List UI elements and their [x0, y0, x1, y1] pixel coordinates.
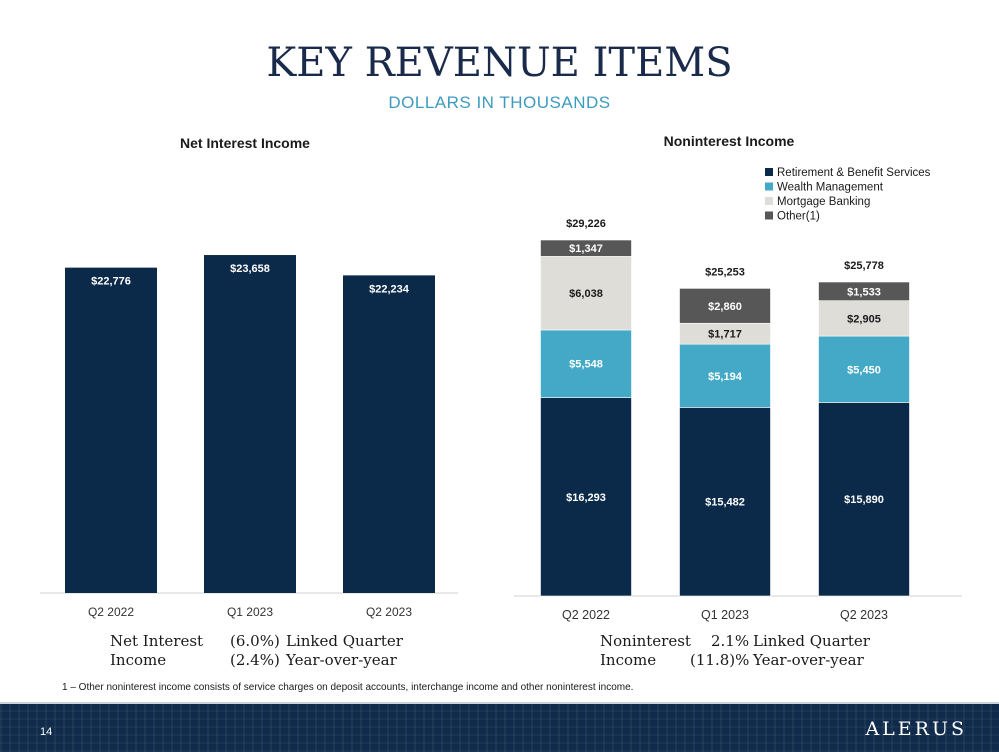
- summary-value: 2.1%: [711, 632, 750, 650]
- summary-label: Noninterest: [600, 632, 691, 650]
- legend-swatch: [765, 197, 773, 205]
- segment-other-1: [679, 288, 771, 324]
- x-tick-label: Q2 2023: [840, 608, 888, 622]
- footnote: 1 – Other noninterest income consists of…: [62, 682, 634, 693]
- segment-other-1: [818, 281, 910, 301]
- data-label: $15,482: [705, 497, 745, 509]
- noninterest-summary: Noninterest 2.1% Linked Quarter Income (…: [600, 632, 930, 670]
- page-title: KEY REVENUE ITEMS: [266, 40, 733, 86]
- data-label: $16,293: [566, 492, 606, 504]
- total-label: $25,253: [705, 266, 745, 278]
- summary-value: (6.0%): [230, 632, 280, 650]
- total-label: $29,226: [566, 218, 606, 230]
- legend-swatch: [765, 168, 773, 176]
- summary-label: Net Interest: [110, 632, 204, 650]
- total-label: $25,778: [844, 260, 884, 272]
- bar-q2-2022: [65, 267, 157, 593]
- x-tick-label: Q1 2023: [701, 608, 749, 622]
- x-tick-label: Q1 2023: [227, 605, 273, 619]
- data-label: $6,038: [569, 288, 603, 300]
- bar-q1-2023: [204, 255, 296, 593]
- segment-retirement-benefit-services: [540, 397, 632, 597]
- legend-entry: Retirement & Benefit Services: [777, 167, 931, 179]
- noninterest-income-chart: Noninterest Income Retirement & Benefit S…: [514, 133, 962, 622]
- data-label: $2,860: [708, 301, 742, 313]
- summary-value: (2.4%): [230, 651, 280, 669]
- data-label: $22,776: [91, 276, 131, 288]
- data-label: $15,890: [844, 494, 884, 506]
- legend-entry: Wealth Management: [777, 182, 884, 194]
- legend-swatch: [765, 211, 773, 220]
- data-label: $23,658: [230, 263, 270, 275]
- chart-title: Noninterest Income: [664, 133, 795, 149]
- x-tick-label: Q2 2023: [366, 605, 412, 619]
- chart-title: Net Interest Income: [180, 135, 310, 151]
- net-interest-income-chart: Net Interest Income $22,776 Q2 2022 $23,658…: [40, 135, 458, 619]
- summary-value: (11.8)%: [690, 651, 750, 669]
- data-label: $5,450: [847, 364, 881, 376]
- bar-q2-2023: [343, 275, 435, 593]
- net-interest-summary: Net Interest (6.0%) Linked Quarter Incom…: [110, 632, 440, 670]
- summary-label: Income: [110, 651, 167, 669]
- page-subtitle: DOLLARS IN THOUSANDS: [388, 93, 611, 112]
- data-label: $22,234: [369, 283, 410, 295]
- data-label: $1,717: [708, 329, 742, 341]
- data-label: $2,905: [847, 313, 881, 325]
- summary-desc: Linked Quarter: [286, 632, 403, 650]
- legend-entry: Other(1): [777, 211, 820, 223]
- data-label: $5,194: [708, 371, 743, 383]
- data-label: $1,347: [569, 243, 603, 255]
- footer-bar: 14 ALERUS: [0, 702, 999, 752]
- summary-label: Income: [600, 651, 657, 669]
- segment-other-1: [540, 239, 632, 257]
- x-tick-label: Q2 2022: [88, 605, 134, 619]
- legend-entry: Mortgage Banking: [777, 196, 870, 208]
- segment-wealth-management: [818, 335, 910, 403]
- company-logo: ALERUS: [865, 718, 967, 740]
- legend-swatch: [765, 182, 773, 191]
- summary-desc: Linked Quarter: [753, 632, 870, 650]
- summary-desc: Year-over-year: [753, 651, 864, 669]
- x-tick-label: Q2 2022: [562, 608, 610, 622]
- summary-desc: Year-over-year: [286, 651, 397, 669]
- page-number: 14: [40, 726, 53, 738]
- data-label: $1,533: [847, 286, 881, 298]
- segment-mortgage-banking: [540, 256, 632, 331]
- segment-mortgage-banking: [818, 300, 910, 337]
- data-label: $5,548: [569, 359, 603, 371]
